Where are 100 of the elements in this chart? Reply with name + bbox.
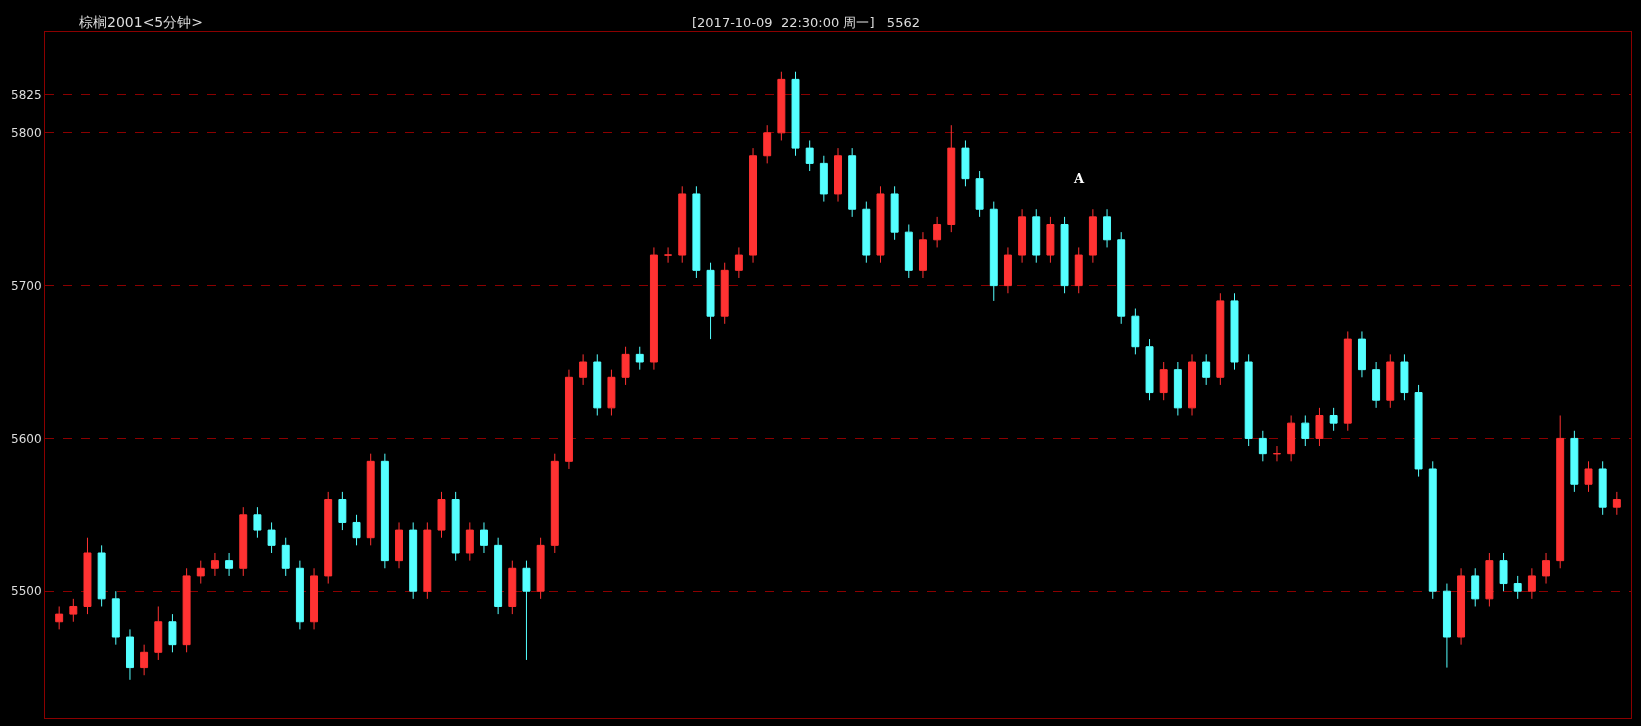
annotation: A <box>1073 171 1085 186</box>
candlestick <box>1457 567 1466 646</box>
candlestick <box>1173 361 1182 416</box>
candlestick <box>465 521 474 562</box>
candlestick <box>550 453 559 554</box>
candlestick <box>125 628 134 681</box>
candlestick <box>1287 414 1296 462</box>
candlestick <box>763 124 772 164</box>
candlestick <box>734 246 743 279</box>
candlestick <box>1357 330 1366 378</box>
candlestick <box>593 353 602 416</box>
candlestick <box>239 506 248 577</box>
candlestick <box>862 201 871 264</box>
candlestick <box>564 369 573 470</box>
candlestick <box>1003 246 1012 294</box>
y-tick-label: 5825 <box>11 87 42 102</box>
candlestick <box>918 231 927 279</box>
candlestick <box>1612 491 1621 516</box>
candlestick <box>83 537 92 615</box>
candlestick <box>749 147 758 264</box>
candlestick <box>111 590 120 646</box>
candlestick <box>1060 216 1069 294</box>
candlestick <box>1315 407 1324 447</box>
candlestick <box>720 262 729 325</box>
candlestick <box>380 453 389 569</box>
candlestick <box>168 613 177 653</box>
candlestick <box>210 552 219 577</box>
candlestick <box>1400 353 1409 401</box>
candlestick <box>494 537 503 615</box>
candlestick <box>904 224 913 279</box>
candlestick <box>1018 208 1027 264</box>
candlestick <box>848 147 857 218</box>
candlestick <box>678 185 687 264</box>
candlestick <box>1032 208 1041 264</box>
y-tick-label: 5700 <box>11 278 42 293</box>
candlestick <box>649 246 658 371</box>
candlestick <box>437 491 446 539</box>
candlestick <box>1088 208 1097 264</box>
candlestick <box>423 521 432 600</box>
candlestick <box>1485 552 1494 607</box>
candlestick <box>55 605 64 630</box>
candlestick <box>989 201 998 302</box>
candlestick <box>975 170 984 218</box>
candlestick <box>324 491 333 585</box>
chart-title: 棕榈2001<5分钟> <box>79 14 204 30</box>
candlestick <box>1570 430 1579 493</box>
y-tick-label: 5500 <box>11 584 42 599</box>
candlestick <box>1386 353 1395 409</box>
candlestick <box>267 521 276 554</box>
candlestick <box>1103 208 1112 248</box>
chart-subtitle: [2017-10-09 22:30:00 周一] 5562 <box>692 15 920 30</box>
candlestick <box>791 71 800 157</box>
candlestick <box>1074 246 1083 294</box>
candlestick <box>1442 583 1451 669</box>
candlestick <box>522 560 531 661</box>
candlestick <box>1046 216 1055 264</box>
candlestick <box>508 560 517 615</box>
y-tick-label: 5600 <box>11 431 42 446</box>
candlestick <box>1471 567 1480 607</box>
candlestick <box>1145 338 1154 401</box>
candlestick <box>366 453 375 546</box>
candlestick <box>1329 407 1338 432</box>
candlestick <box>933 216 942 248</box>
candlestick <box>1598 460 1607 516</box>
candlestick <box>1202 353 1211 386</box>
candlestick <box>961 139 970 187</box>
candlestick <box>834 147 842 203</box>
candlestick <box>1244 353 1253 447</box>
candlestick <box>154 605 163 661</box>
candlestick <box>295 560 304 630</box>
candlestick <box>621 346 630 386</box>
candlestick <box>635 346 644 371</box>
candlestick <box>97 544 106 607</box>
candlestick <box>1542 552 1551 585</box>
candlestick <box>140 644 149 676</box>
candlestick <box>281 537 290 577</box>
candlestick <box>1499 552 1508 592</box>
candlestick <box>395 521 403 569</box>
candlestick <box>1131 308 1140 355</box>
candlestick <box>225 552 234 577</box>
candlestick <box>352 514 361 546</box>
candlestick <box>409 521 418 600</box>
candlestick <box>1188 353 1196 416</box>
candlestick <box>1556 414 1565 569</box>
candlestick <box>1527 567 1536 600</box>
candlestick <box>1258 430 1267 462</box>
candlestick <box>196 560 205 585</box>
candlestick <box>451 491 460 562</box>
candlestick <box>1513 575 1522 600</box>
candlestick <box>1216 292 1225 386</box>
candlestick <box>579 353 588 386</box>
candlestick <box>69 598 78 623</box>
candlestick <box>692 185 701 279</box>
candlestick <box>1230 292 1239 371</box>
candlestick <box>819 155 828 203</box>
candlestick <box>1301 414 1310 447</box>
candlestick <box>805 139 814 172</box>
candlestick <box>706 262 715 340</box>
candlestick <box>1372 361 1381 409</box>
candlestick <box>947 124 956 233</box>
